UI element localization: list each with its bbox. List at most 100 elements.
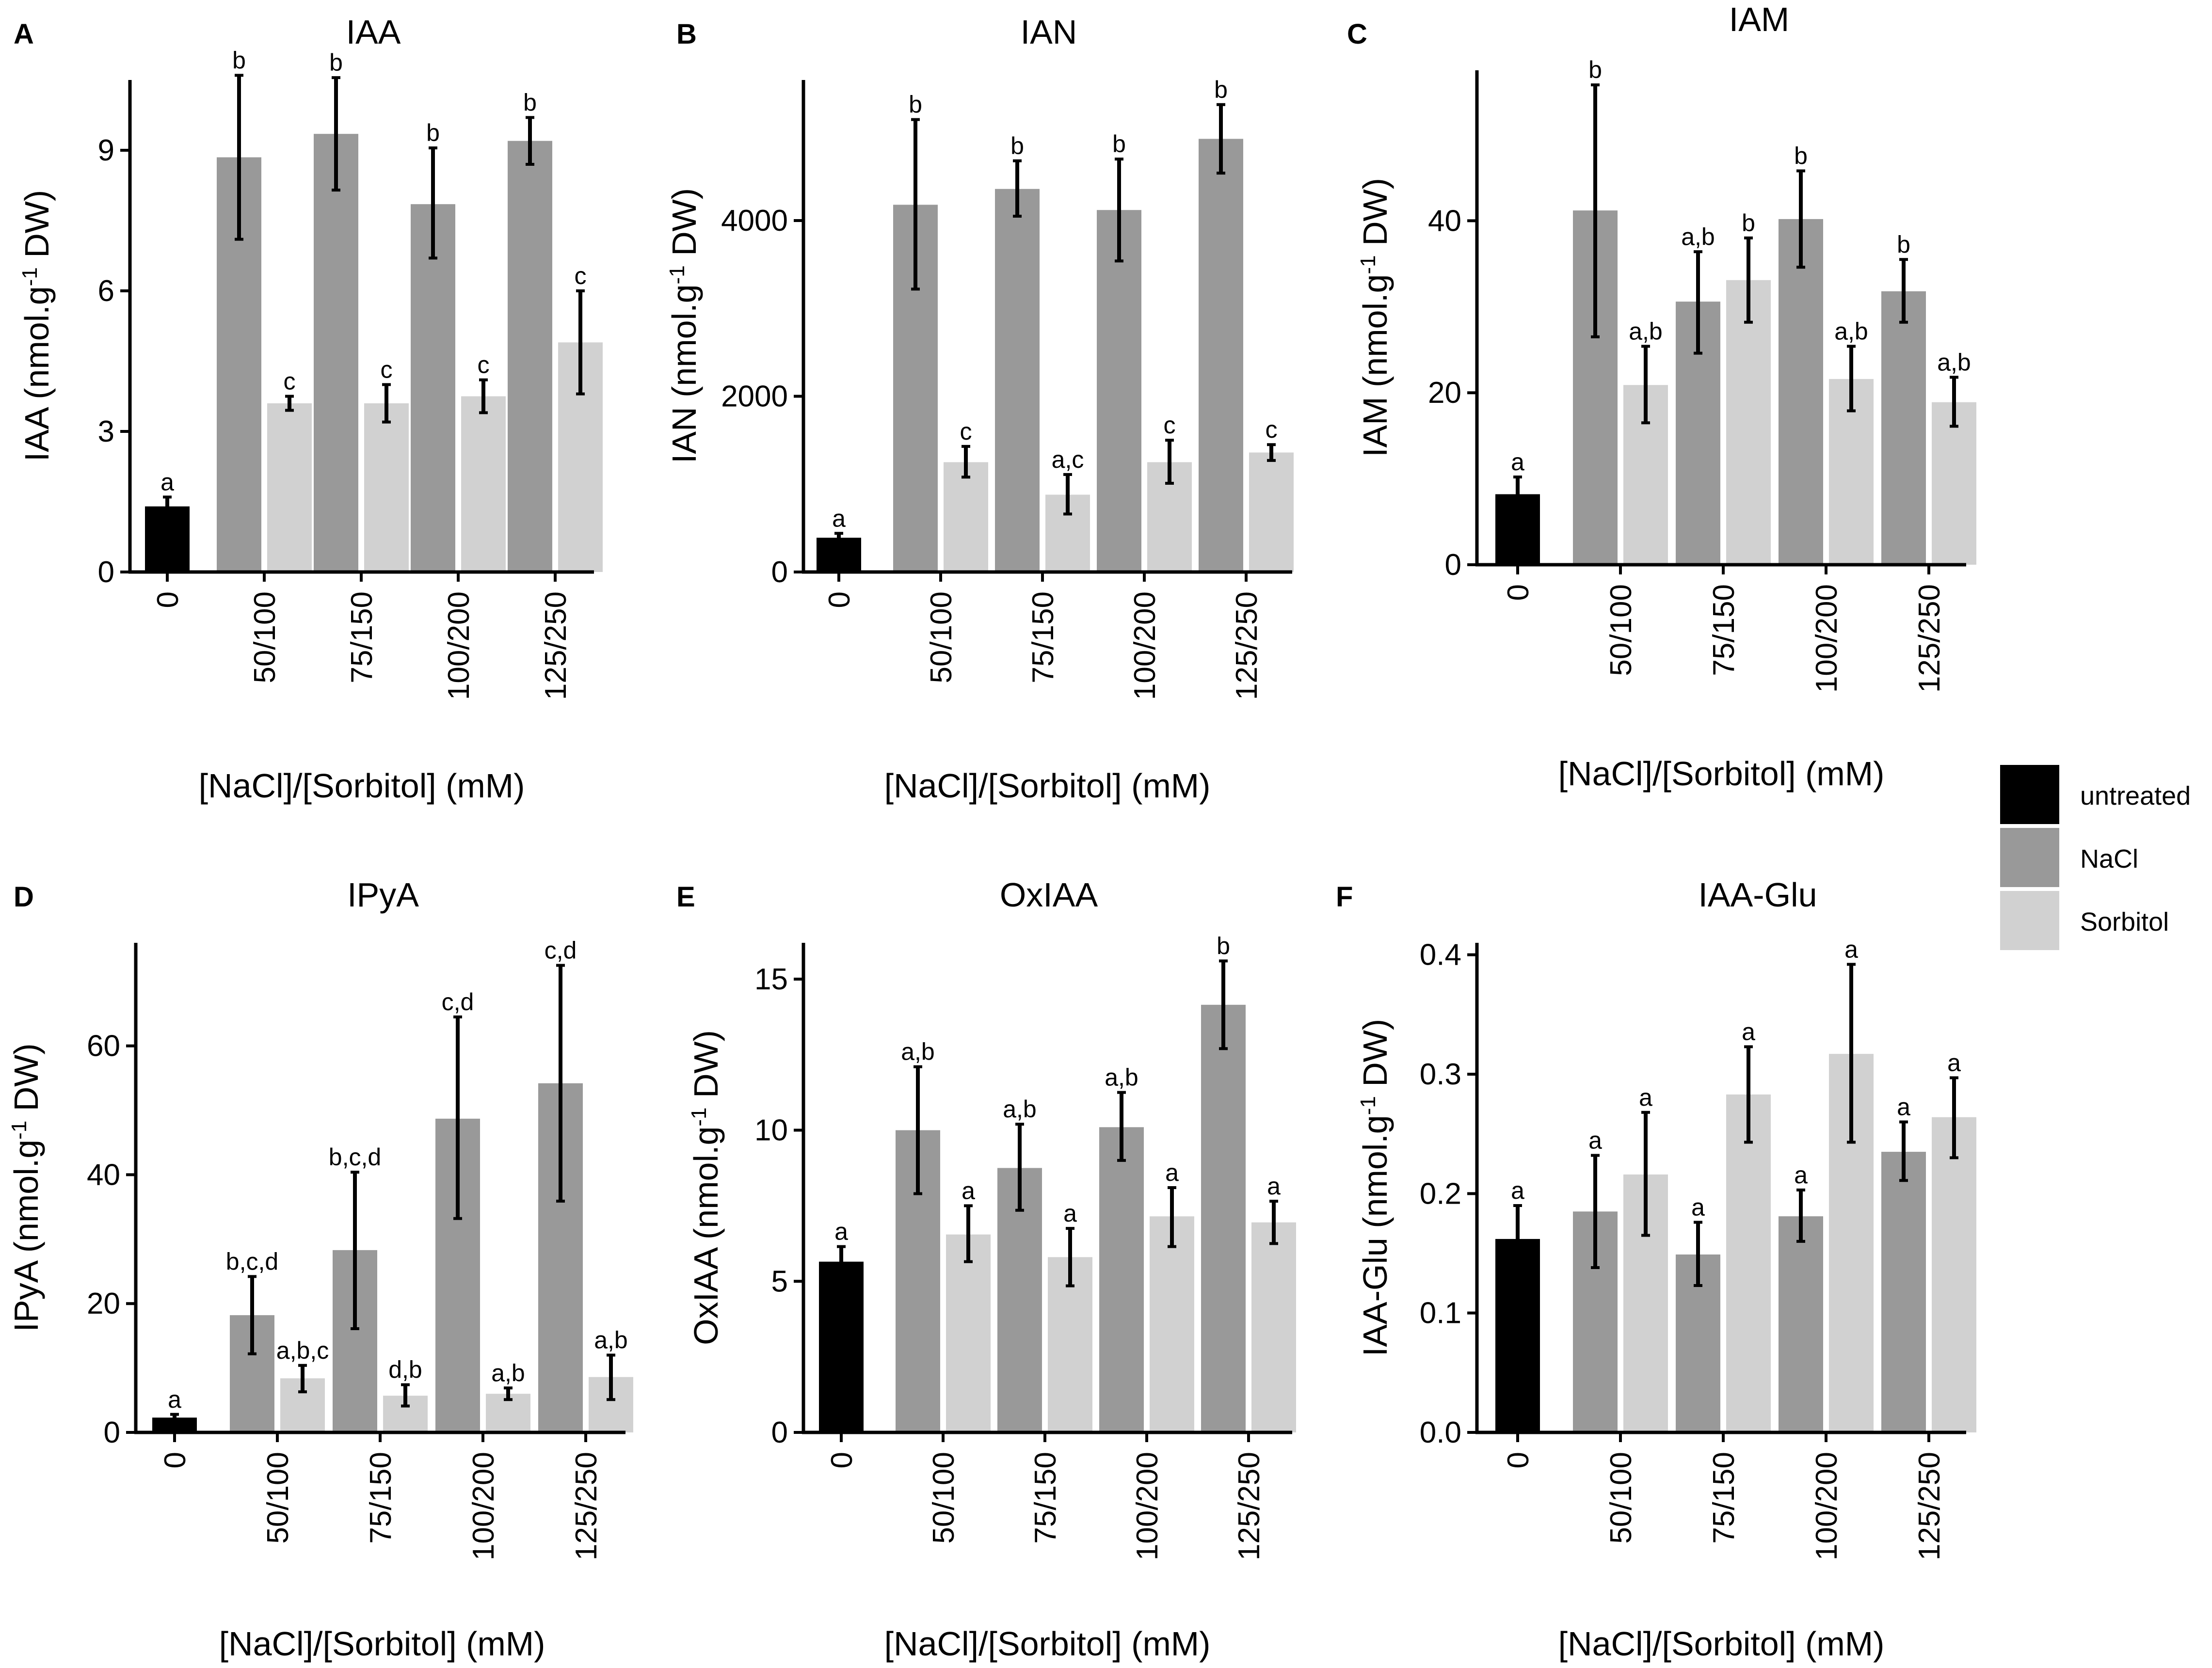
- significance-label: c: [478, 351, 490, 379]
- y-tick-label: 0: [771, 1416, 788, 1449]
- x-tick-label: 0: [825, 1452, 859, 1468]
- x-tick-group: 0 50/100 75/150 100/200 125/250: [825, 1432, 1266, 1560]
- y-axis-title-base: OxIAA (nmol.g: [687, 1127, 725, 1345]
- bar-sorbitol: [1726, 280, 1771, 565]
- y-axis-title-base: IPyA (nmol.g: [7, 1140, 45, 1332]
- bar-untreated: [145, 506, 190, 572]
- significance-label: b: [909, 91, 922, 118]
- x-tick-label: 0: [823, 591, 856, 608]
- panel-title: IAM: [1729, 0, 1789, 38]
- significance-label: a,b: [1003, 1096, 1037, 1123]
- significance-label: b: [1010, 132, 1024, 159]
- error-bar-group: [1513, 83, 1958, 512]
- bar-sorbitol: [946, 1234, 991, 1432]
- panel-title: IAN: [1021, 13, 1077, 51]
- x-tick-label: 100/200: [1810, 584, 1843, 693]
- significance-label: b: [232, 47, 246, 74]
- bar-nacl: [1099, 1127, 1144, 1432]
- x-axis-title: [NaCl]/[Sorbitol] (mM): [1558, 755, 1885, 793]
- y-axis-title-base: IAA-Glu (nmol.g: [1356, 1115, 1394, 1356]
- legend-label-nacl: NaCl: [2080, 844, 2138, 874]
- x-axis-title: [NaCl]/[Sorbitol] (mM): [219, 1625, 545, 1663]
- y-tick-group: 0 20 40: [1428, 204, 1477, 582]
- x-tick-label: 50/100: [1604, 584, 1638, 676]
- y-tick-label: 0.4: [1420, 938, 1461, 972]
- y-tick-label: 20: [1428, 376, 1461, 410]
- significance-label: a: [1165, 1159, 1179, 1186]
- significance-label: a,c: [1052, 446, 1084, 473]
- panel-letter: C: [1347, 18, 1367, 50]
- y-axis-title-tail: DW): [665, 188, 703, 265]
- x-tick-label: 100/200: [1810, 1452, 1843, 1560]
- significance-label-group: a a a a a a a a a: [1511, 936, 1961, 1221]
- significance-label: b: [426, 119, 440, 146]
- bar-sorbitol: [1249, 452, 1294, 572]
- significance-label: b: [1794, 143, 1808, 170]
- y-axis-title-superscript: -1: [1356, 1096, 1380, 1115]
- x-tick-label: 75/150: [364, 1452, 398, 1544]
- significance-label: a: [1511, 1177, 1524, 1204]
- significance-label: c: [284, 368, 296, 395]
- y-axis-title-base: IAA (nmol.g: [18, 286, 56, 461]
- significance-label: a,b: [1105, 1064, 1138, 1091]
- error-bar-group: [834, 103, 1276, 544]
- significance-label: a,b: [1681, 223, 1715, 250]
- x-tick-label: 125/250: [1230, 591, 1264, 700]
- bar-group: [819, 1004, 1296, 1432]
- panel-e: E OxIAA a a,b a a,b a a,b a b a 0 5 10 15 0 50/100 75…: [676, 876, 1296, 1663]
- bar-sorbitol: [1251, 1222, 1296, 1432]
- significance-label: c: [960, 418, 972, 445]
- y-axis-title-superscript: -1: [1356, 255, 1380, 274]
- x-tick-label: 50/100: [1604, 1452, 1638, 1544]
- x-tick-group: 0 50/100 75/150 100/200 125/250: [823, 572, 1264, 700]
- x-tick-group: 0 50/100 75/150 100/200 125/250: [1502, 565, 1946, 693]
- y-axis-title-tail: DW): [1356, 178, 1394, 255]
- significance-label: a: [1588, 1127, 1602, 1154]
- panel-a: A IAA a b c b c b c b c 0 3 6 9 0 50/100 75/150 100/20…: [14, 13, 603, 805]
- bar-group: [1495, 1054, 1976, 1432]
- significance-label: a: [1947, 1049, 1961, 1076]
- significance-label-group: a b,c,d a,b,c b,c,d d,b c,d a,b c,d a,b: [168, 937, 628, 1413]
- x-tick-label: 125/250: [1233, 1452, 1266, 1560]
- bar-sorbitol: [1932, 1117, 1976, 1432]
- significance-label: b: [329, 49, 343, 76]
- y-axis-title-superscript: -1: [665, 265, 689, 284]
- error-bar-group: [837, 959, 1278, 1287]
- y-tick-label: 0.2: [1420, 1177, 1461, 1210]
- significance-label: c: [1266, 416, 1278, 443]
- y-axis-title-base: IAN (nmol.g: [665, 284, 703, 463]
- legend-label-untreated: untreated: [2080, 781, 2191, 810]
- y-tick-group: 0.0 0.1 0.2 0.3 0.4: [1420, 938, 1477, 1449]
- significance-label: a,b: [1834, 318, 1868, 345]
- y-axis-title-base: IAM (nmol.g: [1356, 274, 1394, 457]
- y-axis-title-tail: DW): [7, 1043, 45, 1120]
- x-tick-label: 50/100: [925, 591, 958, 683]
- significance-label: b: [1217, 932, 1230, 959]
- y-tick-label: 4000: [721, 204, 788, 238]
- significance-label: b: [1742, 209, 1755, 237]
- y-tick-label: 3: [98, 415, 114, 448]
- y-axis-title-tail: DW): [1356, 1019, 1394, 1096]
- bar-nacl: [1881, 291, 1926, 565]
- significance-label: a: [1794, 1161, 1808, 1189]
- y-tick-label: 2000: [721, 380, 788, 413]
- y-tick-label: 20: [87, 1287, 120, 1320]
- x-tick-label: 125/250: [1913, 1452, 1946, 1560]
- significance-label: a,b: [901, 1038, 935, 1065]
- y-axis-title-tail: DW): [18, 190, 56, 267]
- bar-nacl: [1881, 1152, 1926, 1432]
- y-tick-label: 0.1: [1420, 1297, 1461, 1330]
- panel-letter: A: [14, 18, 34, 50]
- y-axis-title-superscript: -1: [687, 1107, 711, 1126]
- panel-letter: B: [676, 18, 697, 50]
- significance-label-group: a b c b c b c b c: [160, 47, 586, 495]
- y-tick-group: 0 2000 4000: [721, 204, 803, 589]
- x-tick-label: 125/250: [539, 591, 573, 700]
- significance-label: c,d: [545, 937, 577, 964]
- significance-label: a,b: [1629, 318, 1663, 345]
- significance-label: c: [1164, 412, 1176, 439]
- significance-label: a: [168, 1386, 181, 1413]
- significance-label: a: [1511, 448, 1524, 476]
- bar-sorbitol: [1726, 1094, 1771, 1432]
